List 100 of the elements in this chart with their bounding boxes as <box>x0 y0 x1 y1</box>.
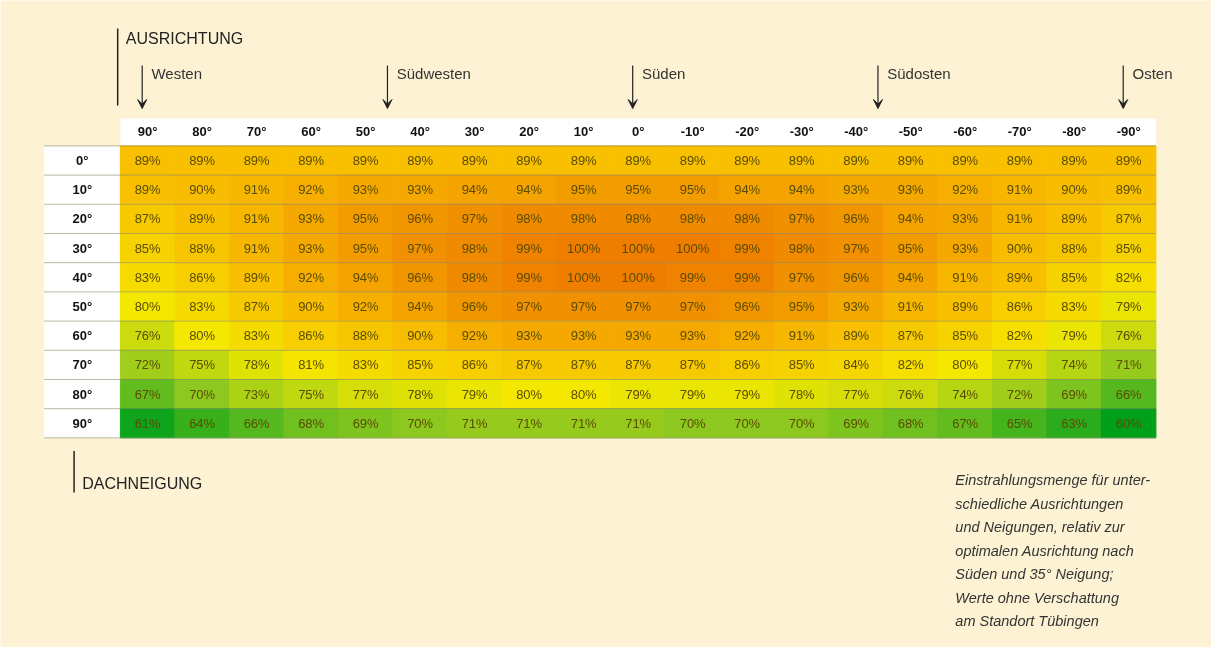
data-label: 97% <box>516 298 543 314</box>
x-tick-label: -60° <box>953 123 978 139</box>
data-label: 95% <box>352 211 380 227</box>
data-label: 98% <box>461 240 489 256</box>
data-label: 86% <box>734 357 761 373</box>
data-label: 100% <box>567 269 601 285</box>
data-label: 76% <box>897 386 925 402</box>
data-label: 79% <box>1115 298 1143 314</box>
data-label: 91% <box>1006 211 1034 227</box>
data-label: 91% <box>952 269 979 285</box>
data-label: 89% <box>189 153 216 168</box>
data-label: 89% <box>134 182 162 198</box>
text: Südwesten <box>396 64 471 82</box>
data-label: 68% <box>298 415 325 431</box>
data-label: 80% <box>189 328 216 344</box>
data-label: 100% <box>621 269 656 285</box>
data-label: 78% <box>243 357 271 373</box>
data-label: 99% <box>516 240 543 256</box>
y-tick-label: 40° <box>72 269 93 285</box>
data-label: 96% <box>843 211 870 227</box>
data-label: 64% <box>189 415 216 431</box>
data-label: 86% <box>189 269 216 285</box>
data-label: 96% <box>407 211 434 227</box>
data-label: 94% <box>734 182 761 198</box>
x-tick-label: -10° <box>680 123 705 139</box>
data-label: 98% <box>734 211 761 227</box>
data-label: 80% <box>952 357 979 373</box>
data-label: 84% <box>843 357 870 373</box>
data-label: 94% <box>897 269 925 285</box>
data-label: 93% <box>843 298 870 314</box>
data-label: 70% <box>189 386 216 402</box>
data-label: 100% <box>621 240 656 256</box>
data-label: 89% <box>516 153 543 168</box>
data-label: 93% <box>897 182 925 198</box>
data-label: 63% <box>1061 415 1088 431</box>
data-label: 94% <box>461 182 489 198</box>
data-label: 98% <box>516 211 543 227</box>
data-label: 93% <box>352 182 380 198</box>
data-label: 97% <box>788 269 816 285</box>
data-label: 95% <box>788 298 816 314</box>
data-label: 85% <box>952 328 979 344</box>
data-label: 80% <box>516 386 543 402</box>
data-label: 93% <box>952 240 979 256</box>
data-label: 75% <box>189 357 216 373</box>
data-label: 85% <box>788 357 816 373</box>
y-tick-label: 30° <box>72 240 93 256</box>
data-label: 87% <box>243 298 271 314</box>
data-label: 82% <box>1006 328 1034 344</box>
data-label: 90% <box>298 298 325 314</box>
data-label: 76% <box>1115 328 1143 344</box>
data-label: 89% <box>1115 182 1143 198</box>
x-tick-label: 30° <box>464 123 485 139</box>
text: Osten <box>1132 64 1173 82</box>
x-tick-label: -20° <box>735 123 760 139</box>
data-label: 95% <box>352 240 380 256</box>
data-label: 69% <box>352 415 380 431</box>
data-label: 94% <box>897 211 925 227</box>
data-label: 87% <box>1115 211 1143 227</box>
data-label: 99% <box>734 269 761 285</box>
data-label: 85% <box>134 240 162 256</box>
data-label: 97% <box>625 298 652 314</box>
data-label: 92% <box>298 182 325 198</box>
data-label: 88% <box>352 328 380 344</box>
data-label: 89% <box>243 153 271 168</box>
data-label: 95% <box>570 182 598 198</box>
data-label: 71% <box>516 415 543 431</box>
data-label: 79% <box>1061 328 1088 344</box>
y-tick-label: 10° <box>72 182 93 198</box>
y-tick-label: 60° <box>72 328 93 344</box>
data-label: 83% <box>243 328 271 344</box>
data-label: 77% <box>1006 357 1034 373</box>
data-label: 89% <box>407 153 434 168</box>
data-label: 93% <box>952 211 979 227</box>
data-label: 98% <box>788 240 816 256</box>
data-label: 89% <box>352 153 380 168</box>
data-label: 99% <box>734 240 761 256</box>
data-label: 89% <box>625 153 652 168</box>
x-tick-label: -80° <box>1062 123 1087 139</box>
data-label: 94% <box>352 269 380 285</box>
data-label: 85% <box>407 357 434 373</box>
data-label: 90% <box>189 182 216 198</box>
data-label: 91% <box>788 328 816 344</box>
data-label: 65% <box>1006 415 1034 431</box>
data-label: 89% <box>952 153 979 168</box>
data-label: 83% <box>1061 298 1088 314</box>
data-label: 75% <box>298 386 325 402</box>
data-label: 90% <box>1061 182 1088 198</box>
data-label: 87% <box>897 328 925 344</box>
data-label: 79% <box>461 386 489 402</box>
y-tick-label: 0° <box>76 153 89 168</box>
data-label: 72% <box>134 357 162 373</box>
data-label: 85% <box>1115 240 1143 256</box>
data-label: 91% <box>1006 182 1034 198</box>
data-label: 91% <box>897 298 925 314</box>
data-label: 99% <box>679 269 707 285</box>
y-tick-label: 70° <box>72 357 93 373</box>
data-label: 96% <box>407 269 434 285</box>
data-label: 87% <box>679 357 707 373</box>
data-label: 71% <box>461 415 489 431</box>
data-label: 97% <box>570 298 598 314</box>
